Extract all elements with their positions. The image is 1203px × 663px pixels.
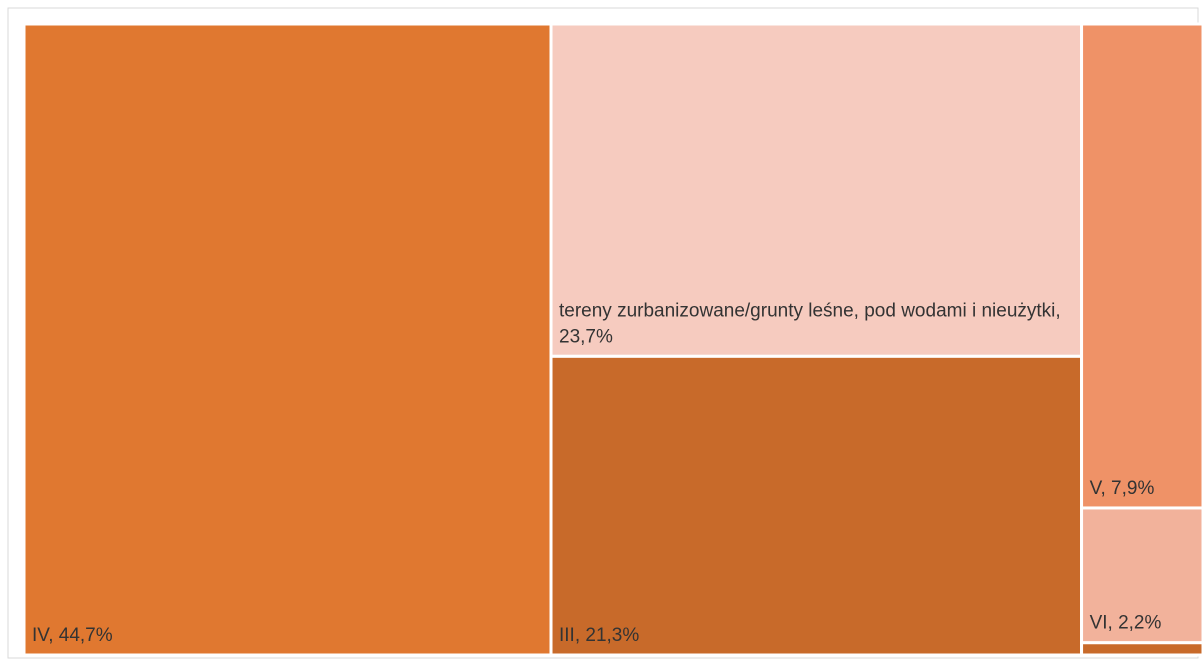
tile	[549, 354, 1084, 657]
tile	[1080, 641, 1203, 657]
tile	[22, 22, 553, 657]
tile	[549, 22, 1084, 358]
tile-label: tereny zurbanizowane/grunty leśne, pod w…	[559, 300, 1061, 347]
tile-label: III, 21,3%	[559, 625, 639, 646]
tile	[1080, 22, 1203, 510]
label-line: III, 21,3%	[559, 625, 639, 646]
label-line: VI, 2,2%	[1090, 613, 1162, 634]
tile-label: IV, 44,7%	[32, 625, 113, 646]
tile-label: VI, 2,2%	[1090, 613, 1162, 634]
label-line: tereny zurbanizowane/grunty leśne, pod w…	[559, 300, 1061, 321]
label-line: V, 7,9%	[1090, 478, 1155, 499]
label-line: 23,7%	[559, 326, 613, 347]
tile-label: V, 7,9%	[1090, 478, 1155, 499]
label-line: IV, 44,7%	[32, 625, 113, 646]
